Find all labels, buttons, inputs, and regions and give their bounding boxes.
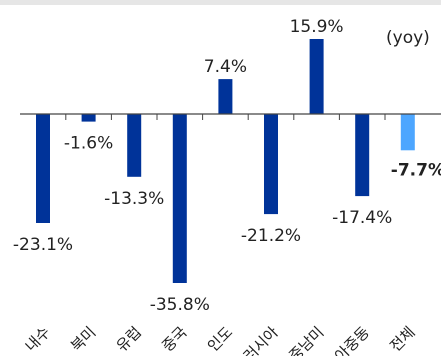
category-label-1: 북미 bbox=[67, 323, 99, 355]
bar-4 bbox=[218, 79, 233, 114]
category-label-8: 전체 bbox=[386, 323, 418, 355]
bars bbox=[36, 39, 415, 283]
category-label-2: 유럽 bbox=[113, 323, 145, 355]
bar-1 bbox=[81, 114, 96, 122]
bar-6 bbox=[309, 39, 324, 114]
value-label-6: 15.9% bbox=[290, 17, 344, 37]
top-band bbox=[0, 0, 441, 5]
axis-ticks bbox=[65, 114, 386, 120]
value-label-0: -23.1% bbox=[13, 235, 73, 255]
bar-2 bbox=[127, 114, 142, 177]
bar-7 bbox=[355, 114, 370, 197]
value-label-5: -21.2% bbox=[241, 226, 301, 246]
bar-3 bbox=[172, 114, 187, 283]
bar-0 bbox=[36, 114, 50, 223]
value-label-1: -1.6% bbox=[64, 134, 113, 154]
category-label-3: 중국 bbox=[158, 323, 190, 355]
value-label-3: -35.8% bbox=[150, 295, 210, 315]
bar-5 bbox=[264, 114, 278, 215]
category-label-6: 중남미 bbox=[285, 323, 327, 356]
bar-8 bbox=[400, 114, 415, 151]
value-label-4: 7.4% bbox=[204, 57, 247, 77]
value-label-8: -7.7% bbox=[391, 160, 441, 180]
category-label-4: 인도 bbox=[204, 323, 236, 355]
value-label-7: -17.4% bbox=[332, 208, 392, 228]
category-label-5: 러시아 bbox=[240, 323, 282, 356]
unit-label: (yoy) bbox=[386, 28, 430, 48]
category-labels: 내수 북미 유럽 중국 인도 러시아 중남미 아중동 전체 bbox=[22, 323, 419, 356]
category-label-0: 내수 bbox=[22, 323, 54, 355]
value-label-2: -13.3% bbox=[104, 189, 164, 209]
category-label-7: 아중동 bbox=[331, 323, 373, 356]
value-labels: -23.1% -1.6% -13.3% -35.8% 7.4% -21.2% 15.9% -1… bbox=[13, 17, 441, 315]
